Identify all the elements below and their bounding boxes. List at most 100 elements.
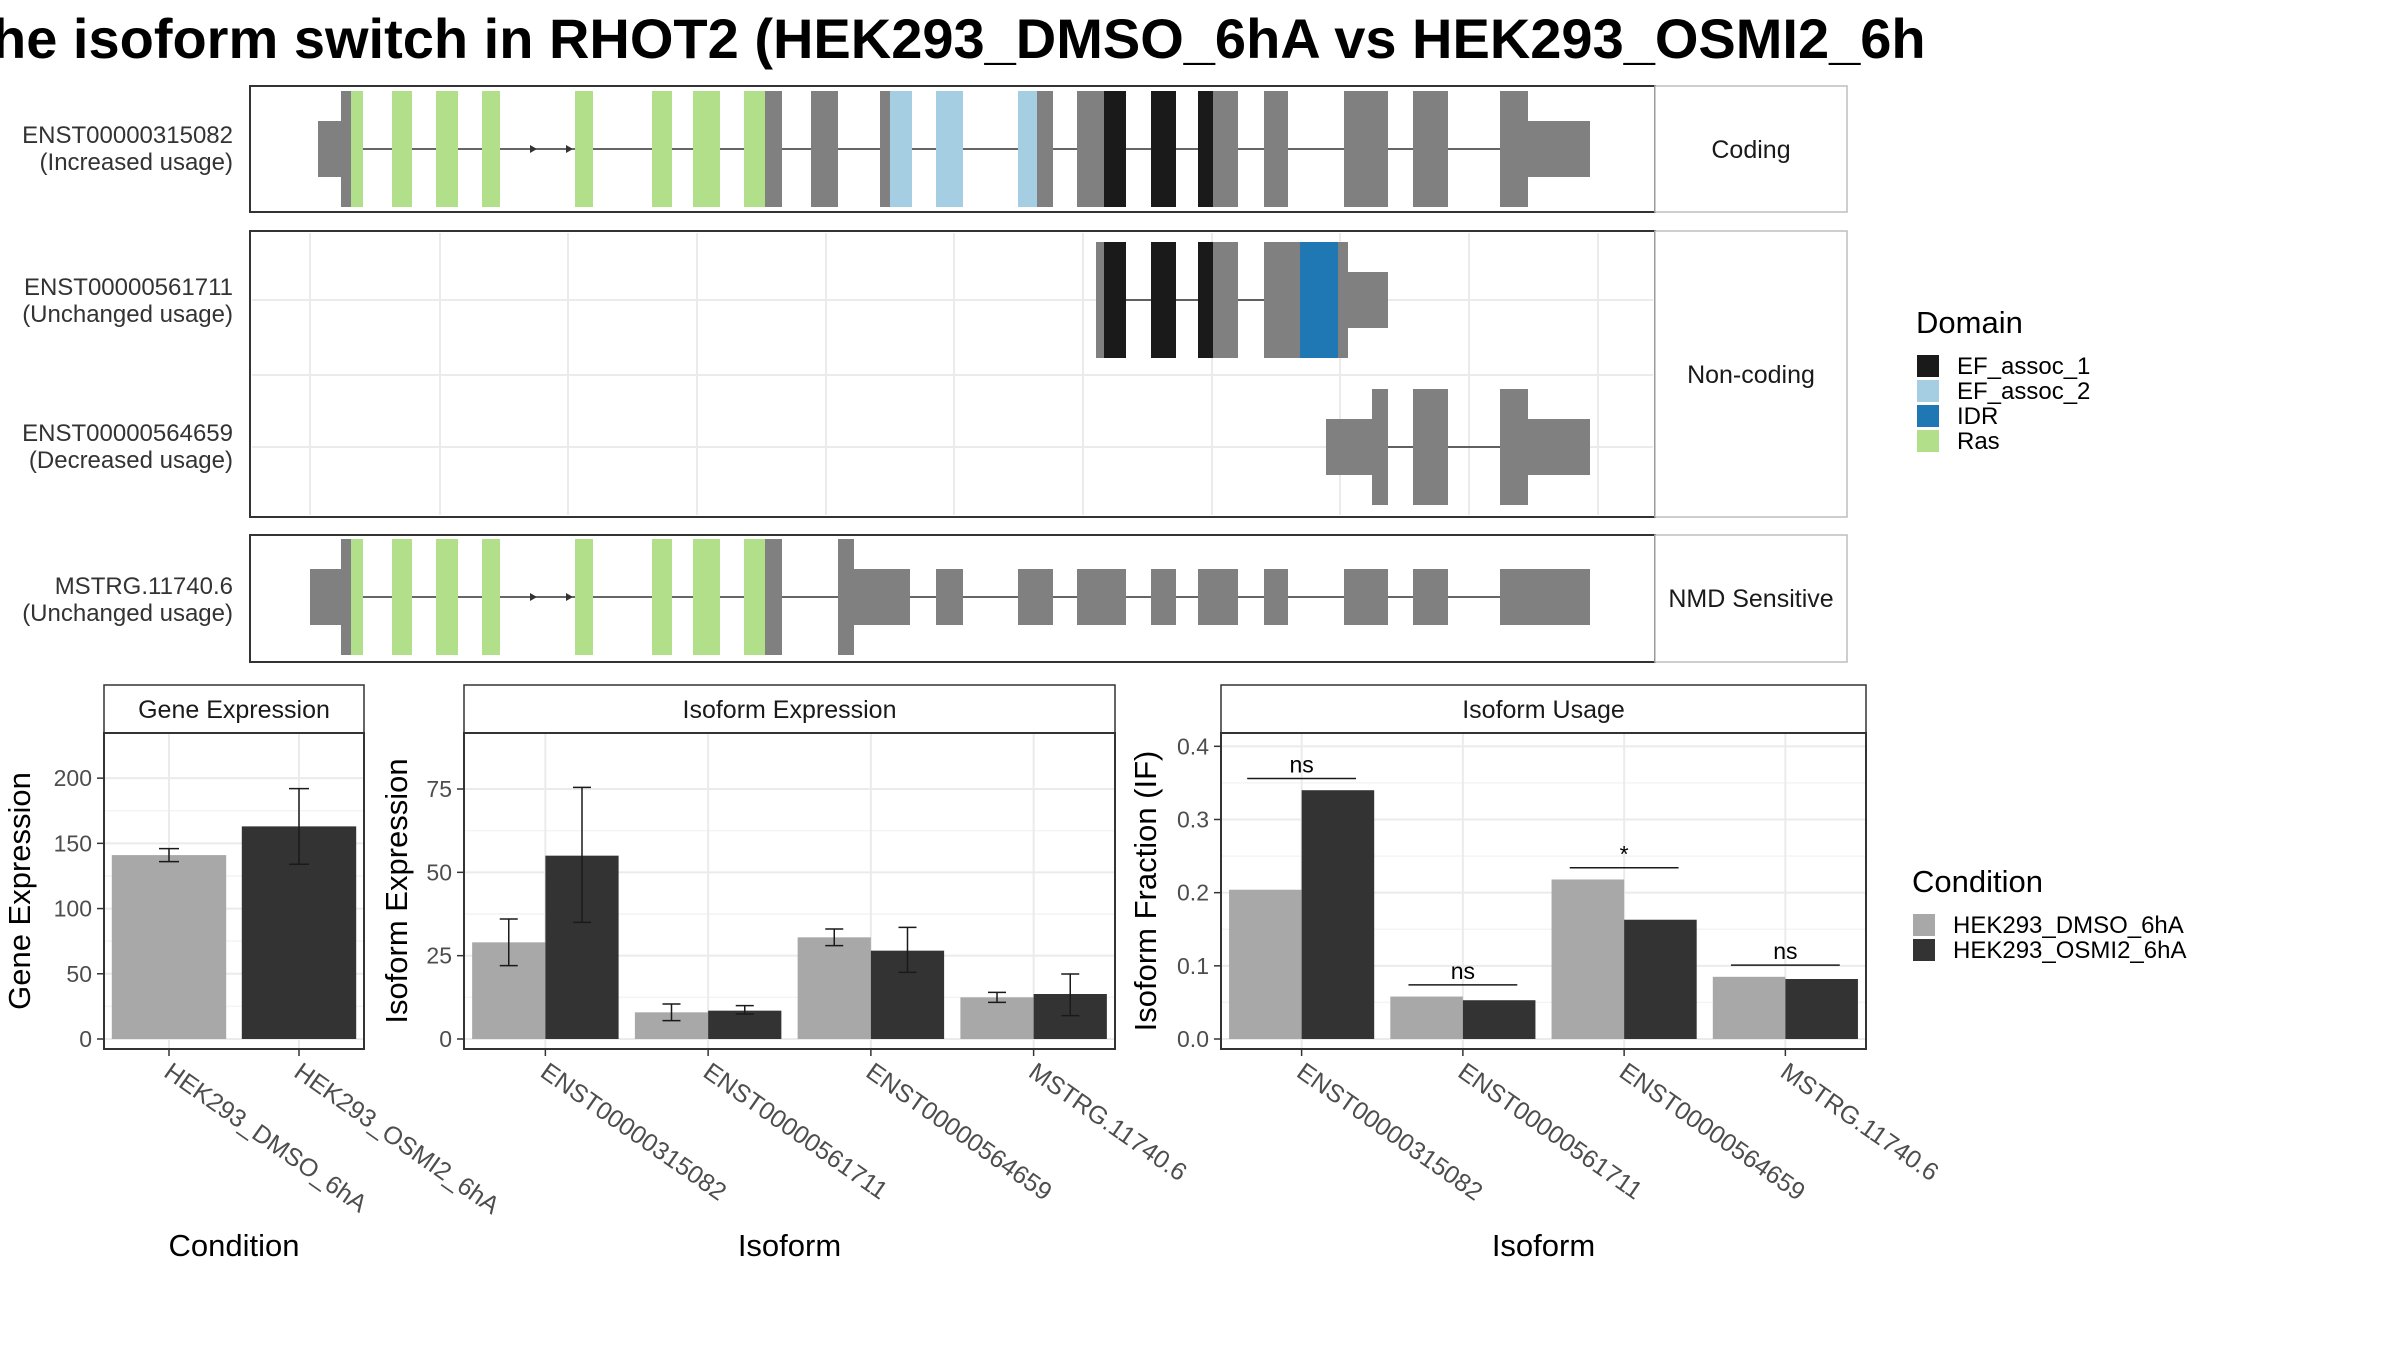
- significance-label: ns: [1289, 752, 1313, 778]
- legend-label-ras: Ras: [1957, 428, 2000, 455]
- exon-block: [1500, 569, 1590, 625]
- exon-block: [1413, 389, 1448, 505]
- x-axis-title: Isoform: [1492, 1228, 1595, 1263]
- exon-block: [392, 91, 412, 207]
- exon-block: [744, 539, 765, 655]
- coding-facet-strip: [1654, 85, 1848, 213]
- noncoding-facet-strip: [1654, 230, 1848, 518]
- legend-key-idr: [1917, 405, 1939, 427]
- exon-block: [1096, 242, 1104, 358]
- y-tick-label: 0.0: [1177, 1026, 1209, 1052]
- exon-block: [1372, 389, 1388, 505]
- exon-block: [1077, 569, 1126, 625]
- legend-key-ras: [1917, 430, 1939, 452]
- bar: [797, 937, 871, 1039]
- structure-gridlines: [252, 233, 1653, 515]
- exon-block: [436, 91, 458, 207]
- legend-label-condition: HEK293_DMSO_6hA: [1953, 912, 2184, 939]
- bar: [708, 1010, 782, 1039]
- exon-block: [318, 121, 341, 177]
- exon-block: [1151, 91, 1176, 207]
- transcript-id-4: MSTRG.11740.6: [55, 573, 233, 600]
- y-tick-label: 0.4: [1177, 733, 1209, 759]
- exon-block: [1528, 121, 1590, 177]
- transcript-status-4: (Unchanged usage): [22, 600, 233, 627]
- exon-block: [575, 539, 593, 655]
- exon-block: [1528, 419, 1590, 475]
- exon-block: [1104, 91, 1126, 207]
- exon-block: [310, 569, 341, 625]
- exon-block: [1077, 91, 1104, 207]
- y-tick-label: 25: [426, 943, 452, 969]
- significance-label: ns: [1773, 938, 1797, 964]
- y-tick-label: 50: [66, 961, 92, 987]
- exon-block: [1198, 569, 1238, 625]
- bar: [111, 855, 227, 1039]
- exon-block: [436, 539, 458, 655]
- legend-label-ef-assoc-2: EF_assoc_2: [1957, 378, 2090, 405]
- transcript-id-3: ENST00000564659: [22, 420, 233, 447]
- exon-block: [652, 91, 672, 207]
- exon-block: [1500, 91, 1528, 207]
- significance-label: ns: [1451, 958, 1475, 984]
- chart-title: Gene Expression: [138, 696, 330, 724]
- legend-key-condition: [1913, 939, 1935, 961]
- exon-block: [1037, 91, 1053, 207]
- bar: [1390, 996, 1463, 1039]
- exon-block: [765, 539, 782, 655]
- exon-block: [392, 539, 412, 655]
- facet-strip: [103, 684, 365, 734]
- exon-block: [1018, 91, 1037, 207]
- exon-block: [1348, 272, 1388, 328]
- isoform-usage-chart: Isoform Usage0.00.10.20.30.4nsns*nsENST0…: [1128, 684, 1944, 1263]
- exon-block: [482, 91, 500, 207]
- exon-block: [1264, 569, 1288, 625]
- exon-block: [1344, 91, 1388, 207]
- exon-block: [1413, 91, 1448, 207]
- exon-block: [1104, 242, 1126, 358]
- isoform-expression-chart: Isoform Expression0255075ENST00000315082…: [379, 684, 1192, 1263]
- transcript-status-2: (Unchanged usage): [22, 301, 233, 328]
- exon-block: [1198, 91, 1213, 207]
- domain-legend-title: Domain: [1916, 305, 2023, 340]
- facet-label-noncoding: Non-coding: [1687, 361, 1815, 389]
- condition-legend-title: Condition: [1912, 864, 2043, 899]
- y-tick-label: 0.1: [1177, 953, 1209, 979]
- legend-label-idr: IDR: [1957, 403, 1998, 430]
- legend-key-condition: [1913, 914, 1935, 936]
- legend-label-condition: HEK293_OSMI2_6hA: [1953, 937, 2186, 964]
- y-tick-label: 150: [54, 830, 92, 856]
- y-axis-title: Isoform Fraction (IF): [1128, 751, 1163, 1032]
- y-tick-label: 0: [79, 1026, 92, 1052]
- exon-block: [351, 539, 363, 655]
- y-tick-label: 200: [54, 765, 92, 791]
- exon-block: [1198, 242, 1213, 358]
- exon-block: [936, 91, 963, 207]
- x-tick-label: MSTRG.11740.6: [1024, 1057, 1192, 1186]
- transcript-tracks: [310, 91, 1590, 655]
- nmd-facet-strip: [1654, 534, 1848, 663]
- chart-title: Isoform Expression: [683, 696, 897, 724]
- transcript-track-mstrg-11740-6: [310, 539, 1590, 655]
- chart-title: Isoform Usage: [1462, 696, 1625, 724]
- exon-block: [854, 569, 910, 625]
- bar: [1301, 790, 1375, 1039]
- x-tick-label: HEK293_OSMI2_6hA: [289, 1057, 505, 1220]
- exon-block: [482, 539, 500, 655]
- bar: [1229, 889, 1302, 1039]
- exon-block: [1500, 389, 1528, 505]
- facet-label-coding: Coding: [1711, 136, 1790, 164]
- bar: [1624, 919, 1697, 1039]
- exon-block: [1213, 242, 1238, 358]
- exon-block: [1344, 569, 1388, 625]
- y-tick-label: 75: [426, 776, 452, 802]
- transcript-track-enst00000315082: [318, 91, 1590, 207]
- x-axis-title: Isoform: [738, 1228, 841, 1263]
- exon-block: [1413, 569, 1448, 625]
- transcript-id-1: ENST00000315082: [22, 122, 233, 149]
- exon-block: [693, 91, 720, 207]
- exon-block: [693, 539, 720, 655]
- exon-block: [351, 91, 363, 207]
- bar: [1462, 1000, 1536, 1039]
